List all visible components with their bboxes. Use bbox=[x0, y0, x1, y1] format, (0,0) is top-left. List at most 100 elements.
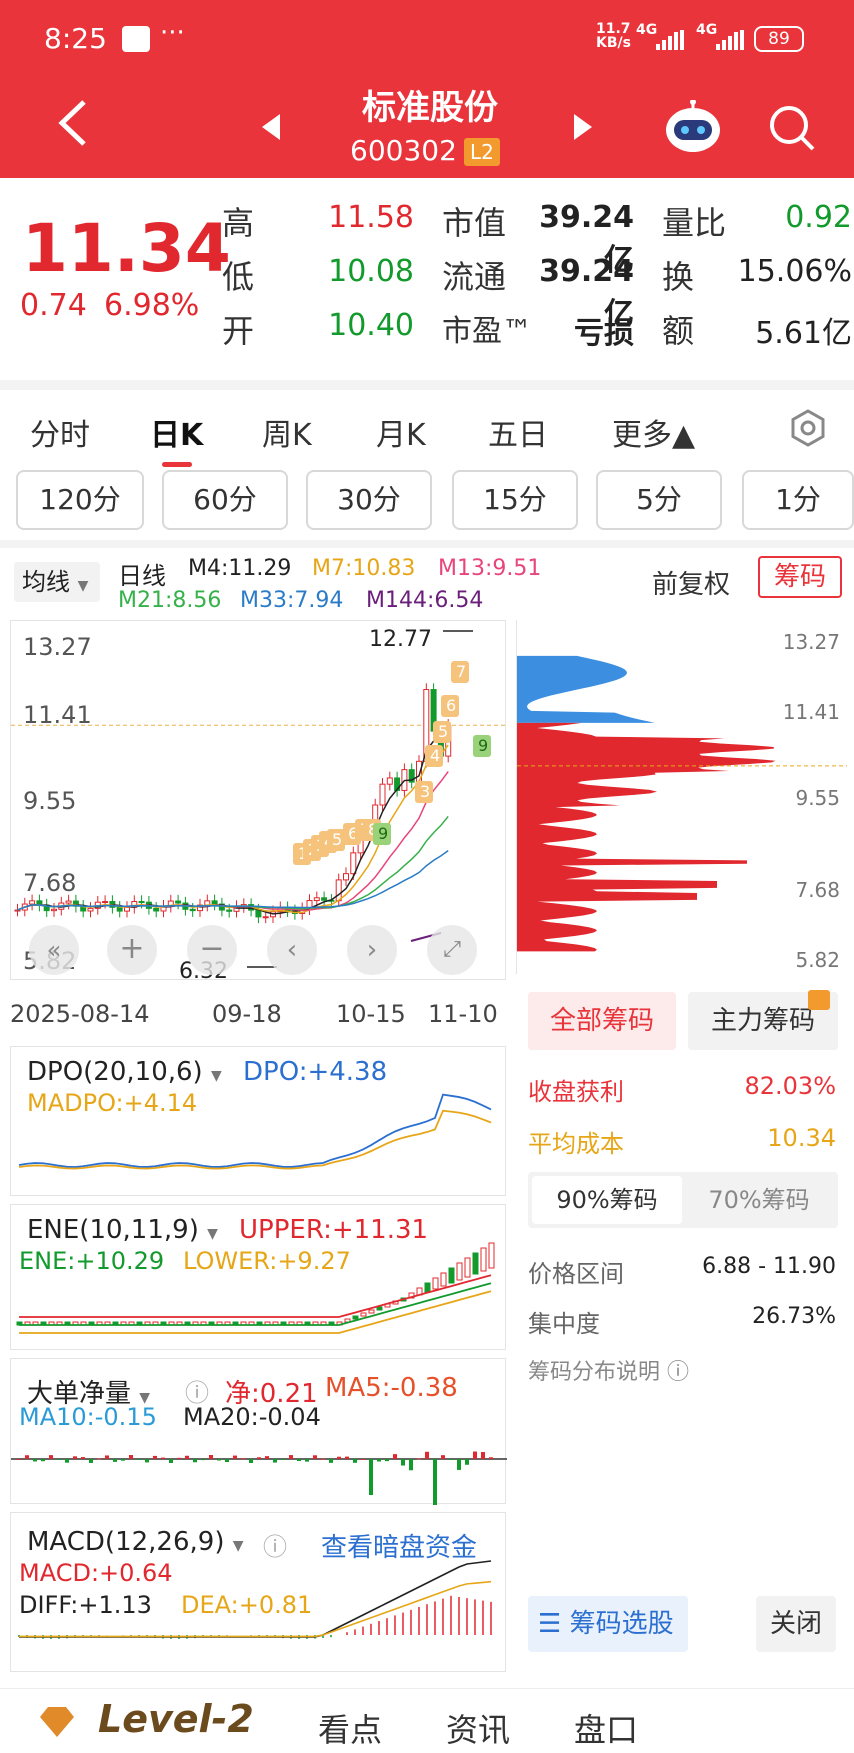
big-order-bar bbox=[209, 1455, 213, 1459]
count-label: 6 bbox=[348, 824, 358, 843]
ene-mid-line bbox=[19, 1282, 492, 1326]
candle bbox=[153, 907, 160, 912]
big-order-bar bbox=[33, 1459, 37, 1462]
btn-1min[interactable]: 1分 bbox=[742, 470, 854, 530]
dpo-indicator-panel[interactable]: DPO(20,10,6) ▼ DPO:+4.38 MADPO:+4.14 bbox=[10, 1046, 506, 1196]
price-range-value: 6.88 - 11.90 bbox=[702, 1254, 836, 1279]
big-order-bar bbox=[441, 1455, 445, 1459]
x-date: 09-18 bbox=[212, 1000, 282, 1028]
ene-candle bbox=[424, 1282, 431, 1293]
macd-selector[interactable]: MACD(12,26,9) ▼ bbox=[27, 1527, 244, 1557]
big-order-bar bbox=[265, 1456, 269, 1459]
count-label: 7 bbox=[456, 662, 466, 681]
big-order-bar bbox=[233, 1455, 237, 1459]
count-label: 5 bbox=[438, 722, 448, 741]
profit-label: 收盘获利 bbox=[528, 1078, 624, 1106]
network-speed: 11.7 KB/s bbox=[596, 21, 631, 51]
ene-indicator-panel[interactable]: ENE(10,11,9) ▼ UPPER:+11.31 ENE:+10.29 L… bbox=[10, 1204, 506, 1350]
big-order-bar bbox=[289, 1455, 293, 1459]
btn-60min[interactable]: 60分 bbox=[162, 470, 288, 530]
zoom-out-icon[interactable]: − bbox=[187, 925, 237, 975]
tab-daily-k[interactable]: 日K bbox=[150, 418, 204, 453]
macd-title: MACD(12,26,9) bbox=[27, 1527, 225, 1557]
candle bbox=[87, 907, 94, 912]
dark-pool-link[interactable]: 查看暗盘资金 bbox=[321, 1533, 478, 1563]
big-order-bar bbox=[489, 1457, 493, 1459]
big-order-title: 大单净量 bbox=[27, 1379, 132, 1409]
help-icon[interactable]: ⓘ bbox=[263, 1533, 287, 1561]
ene-upper: UPPER:+11.31 bbox=[239, 1215, 429, 1245]
big-order-bar bbox=[81, 1457, 85, 1459]
ene-candle bbox=[472, 1252, 479, 1275]
pan-right-icon[interactable]: › bbox=[347, 925, 397, 975]
dpo-line bbox=[18, 1093, 492, 1168]
pe-label: 市盈™ bbox=[442, 314, 532, 349]
ene-selector[interactable]: ENE(10,11,9) ▼ bbox=[27, 1215, 218, 1245]
more-notifications-icon: ··· bbox=[160, 18, 185, 48]
dropdown-icon: ▼ bbox=[77, 578, 89, 594]
ma-selector[interactable]: 均线 ▼ bbox=[14, 562, 100, 602]
dpo-selector[interactable]: DPO(20,10,6) ▼ bbox=[27, 1057, 222, 1087]
candle bbox=[102, 901, 109, 904]
kline-chart[interactable]: 123456789345679 13.27 11.41 9.55 7.68 5.… bbox=[10, 620, 507, 984]
close-button[interactable]: 关闭 bbox=[756, 1596, 836, 1652]
ma-m7: M7:10.83 bbox=[312, 556, 416, 581]
chips-toggle-button[interactable]: 筹码 bbox=[758, 556, 842, 598]
big-order-bar bbox=[201, 1459, 205, 1461]
search-icon[interactable] bbox=[768, 104, 816, 152]
tab-all-chips[interactable]: 全部筹码 bbox=[528, 992, 676, 1050]
filter-icon: ☰ bbox=[538, 1609, 562, 1639]
macd-indicator-panel[interactable]: MACD(12,26,9) ▼ ⓘ 查看暗盘资金 MACD:+0.64 DIFF… bbox=[10, 1512, 506, 1672]
next-stock-icon[interactable] bbox=[572, 114, 592, 140]
ene-candle bbox=[376, 1306, 383, 1311]
btn-15min[interactable]: 15分 bbox=[452, 470, 578, 530]
back-icon[interactable] bbox=[54, 98, 94, 148]
tab-five-day[interactable]: 五日 bbox=[488, 418, 548, 453]
tab-90pct[interactable]: 90%筹码 bbox=[532, 1176, 682, 1224]
tab-monthly-k[interactable]: 月K bbox=[376, 418, 426, 453]
tab-intraday[interactable]: 分时 bbox=[30, 418, 90, 453]
chip-explain-link[interactable]: 筹码分布说明 ⓘ bbox=[528, 1354, 689, 1386]
pan-left-icon[interactable]: ‹ bbox=[267, 925, 317, 975]
big-order-bar bbox=[105, 1455, 109, 1459]
adjust-selector[interactable]: 前复权 bbox=[652, 570, 731, 600]
big-order-bar bbox=[65, 1459, 69, 1463]
chart-settings-icon[interactable] bbox=[788, 408, 828, 448]
help-icon[interactable]: ⓘ bbox=[185, 1379, 209, 1407]
nav-highlights[interactable]: 看点 bbox=[318, 1711, 383, 1749]
ene-candle bbox=[488, 1242, 495, 1269]
nav-orderbook[interactable]: 盘口 bbox=[574, 1711, 639, 1749]
open-value: 10.40 bbox=[328, 308, 414, 343]
btn-30min[interactable]: 30分 bbox=[306, 470, 432, 530]
robot-assistant-icon[interactable] bbox=[664, 99, 722, 154]
nav-news[interactable]: 资讯 bbox=[446, 1711, 511, 1749]
count-badge bbox=[425, 745, 443, 767]
big-order-bar bbox=[321, 1458, 325, 1460]
ma-m13: M13:9.51 bbox=[438, 556, 542, 581]
big-order-bar bbox=[409, 1459, 413, 1471]
tab-more[interactable]: 更多▲ bbox=[612, 418, 696, 453]
stock-name: 标准股份 bbox=[362, 88, 498, 128]
btn-5min[interactable]: 5分 bbox=[596, 470, 722, 530]
candle bbox=[14, 909, 21, 912]
dropdown-icon: ▼ bbox=[210, 1068, 222, 1084]
prev-stock-icon[interactable] bbox=[262, 114, 282, 140]
chip-y-tick: 5.82 bbox=[795, 948, 840, 972]
fullscreen-icon[interactable]: ⤢ bbox=[427, 925, 477, 975]
big-order-selector[interactable]: 大单净量 ▼ bbox=[27, 1373, 150, 1410]
ene-upper-line bbox=[19, 1274, 492, 1318]
chip-stock-select-button[interactable]: ☰ 筹码选股 bbox=[528, 1596, 688, 1652]
tab-70pct[interactable]: 70%筹码 bbox=[708, 1186, 810, 1214]
big-order-panel[interactable]: 大单净量 ▼ ⓘ 净:0.21 MA5:-0.38 MA10:-0.15 MA2… bbox=[10, 1358, 507, 1505]
pan-fast-left-icon[interactable]: « bbox=[29, 925, 79, 975]
big-order-bar bbox=[217, 1459, 221, 1461]
big-order-bar bbox=[121, 1459, 125, 1461]
zoom-in-icon[interactable]: + bbox=[107, 925, 157, 975]
big-order-bar bbox=[281, 1459, 285, 1460]
big-order-bar bbox=[361, 1458, 365, 1460]
btn-120min[interactable]: 120分 bbox=[16, 470, 144, 530]
tab-weekly-k[interactable]: 周K bbox=[262, 418, 312, 453]
big-order-bar bbox=[473, 1451, 477, 1459]
status-time: 8:25 bbox=[44, 22, 107, 55]
level2-button[interactable]: Level-2 bbox=[98, 1697, 254, 1741]
